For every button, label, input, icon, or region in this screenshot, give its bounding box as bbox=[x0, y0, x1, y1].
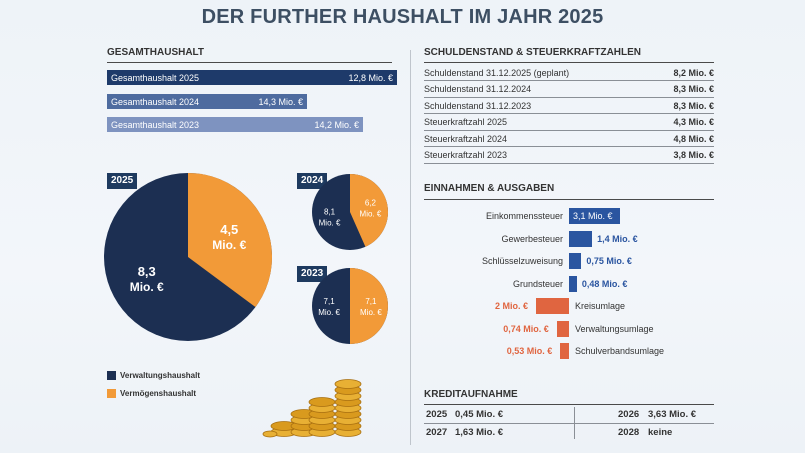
schulden-row: Steuerkraftzahl 2025 4,3 Mio. € bbox=[424, 115, 714, 131]
coin bbox=[334, 379, 362, 389]
pie-value-label: Mio. € bbox=[212, 238, 246, 252]
kredit-year-2025: 2025 bbox=[426, 409, 448, 420]
schulden-value: 4,3 Mio. € bbox=[673, 117, 714, 127]
gesamthaushalt-bar-2025: Gesamthaushalt 2025 12,8 Mio. € bbox=[107, 70, 397, 85]
schulden-row: Steuerkraftzahl 2023 3,8 Mio. € bbox=[424, 148, 714, 164]
gesamthaushalt-bar-2023: Gesamthaushalt 2023 14,2 Mio. € bbox=[107, 117, 363, 132]
kredit-value-2026: 3,63 Mio. € bbox=[648, 409, 697, 420]
schulden-value: 8,3 Mio. € bbox=[673, 84, 714, 94]
schulden-label: Schuldenstand 31.12.2023 bbox=[424, 100, 532, 111]
schulden-label: Schuldenstand 31.12.2025 (geplant) bbox=[424, 67, 570, 78]
kredit-year-2028: 2028 bbox=[618, 427, 640, 438]
ie-value-label: 0,75 Mio. € bbox=[586, 256, 632, 266]
ie-bar bbox=[569, 230, 593, 247]
ie-category-label: Gewerbesteuer bbox=[501, 233, 563, 244]
ie-category-label: Schlüsselzuweisung bbox=[481, 256, 563, 266]
schulden-rule bbox=[424, 62, 714, 63]
legend-verwaltungshaushalt: Verwaltungshaushalt bbox=[120, 371, 201, 380]
pie-value-label: 7,1 bbox=[365, 297, 377, 306]
pie-value-label: Mio. € bbox=[360, 308, 382, 317]
ie-category-label: Kreisumlage bbox=[575, 301, 626, 311]
gesamthaushalt-heading: GESAMTHAUSHALT bbox=[107, 47, 205, 58]
gesamthaushalt-bar-2024: Gesamthaushalt 2024 14,3 Mio. € bbox=[107, 94, 307, 109]
legend-swatch-verwaltung bbox=[107, 371, 116, 380]
schulden-label: Schuldenstand 31.12.2024 bbox=[424, 84, 532, 94]
pie-2023-vermoegen-slice bbox=[350, 268, 388, 344]
ie-bar bbox=[556, 320, 569, 337]
ie-value-label: 0,53 Mio. € bbox=[506, 346, 553, 356]
schulden-row: Steuerkraftzahl 2024 4,8 Mio. € bbox=[424, 131, 714, 147]
kredit-heading: KREDITAUFNAHME bbox=[424, 389, 518, 400]
ie-category-label: Grundsteuer bbox=[512, 278, 563, 289]
bar-value: 14,2 Mio. € bbox=[314, 119, 359, 130]
ie-value-label: 3,1 Mio. € bbox=[573, 211, 613, 221]
schulden-row: Schuldenstand 31.12.2024 8,3 Mio. € bbox=[424, 82, 714, 98]
kredit-year-2026: 2026 bbox=[618, 409, 640, 420]
gesamthaushalt-rule bbox=[107, 62, 392, 63]
pie-2024-label: 2024 bbox=[297, 173, 328, 189]
ie-value-label: 2 Mio. € bbox=[494, 301, 528, 311]
einnahmen-heading: EINNAHMEN & AUSGABEN bbox=[424, 183, 555, 194]
pie-value-label: 8,1 bbox=[324, 207, 336, 216]
pie-2025-label: 2025 bbox=[107, 173, 138, 189]
legend-swatch-vermoegen bbox=[107, 389, 116, 398]
coin bbox=[308, 397, 336, 407]
pie-value-label: 4,5 bbox=[220, 222, 238, 237]
einnahmen-rule bbox=[424, 199, 714, 200]
coins-illustration bbox=[262, 379, 362, 438]
pie-value-label: Mio. € bbox=[319, 218, 341, 227]
schulden-value: 3,8 Mio. € bbox=[673, 150, 714, 160]
pie-value-label: Mio. € bbox=[130, 280, 164, 294]
ie-bar bbox=[569, 253, 582, 269]
kredit-year-2027: 2027 bbox=[426, 427, 448, 438]
kredit-col-divider bbox=[574, 407, 575, 439]
schulden-value: 4,8 Mio. € bbox=[673, 133, 714, 144]
kredit-rule bbox=[424, 404, 714, 405]
page-title: DER FURTHER HAUSHALT IM JAHR 2025 bbox=[201, 6, 604, 28]
ie-bar bbox=[536, 298, 569, 314]
column-divider bbox=[410, 50, 411, 445]
ie-bar bbox=[569, 208, 621, 224]
bar-value: 14,3 Mio. € bbox=[258, 96, 303, 107]
ie-value-label: 0,48 Mio. € bbox=[581, 278, 628, 289]
schulden-label: Steuerkraftzahl 2023 bbox=[424, 150, 508, 160]
legend-vermoegenshaushalt: Vermögenshaushalt bbox=[120, 389, 197, 398]
bar-value: 12,8 Mio. € bbox=[348, 72, 393, 83]
pie-value-label: Mio. € bbox=[318, 308, 340, 317]
pie-2024-vermoegen-slice bbox=[350, 174, 388, 247]
ie-value-label: 1,4 Mio. € bbox=[597, 233, 638, 244]
ie-bar bbox=[569, 275, 577, 292]
pie-value-label: 6,2 bbox=[365, 199, 377, 208]
schulden-label: Steuerkraftzahl 2025 bbox=[424, 117, 508, 127]
ie-bar bbox=[560, 343, 569, 359]
pie-value-label: 7,1 bbox=[324, 297, 336, 306]
pie-2023-label: 2023 bbox=[297, 266, 328, 282]
pie-value-label: Mio. € bbox=[360, 210, 382, 219]
kredit-value-2028: keine bbox=[648, 427, 673, 438]
pie-value-label: 8,3 bbox=[138, 264, 156, 279]
schulden-row: Schuldenstand 31.12.2023 8,3 Mio. € bbox=[424, 98, 714, 114]
pie-2025-vermoegen-slice bbox=[188, 173, 272, 308]
schulden-heading: SCHULDENSTAND & STEUERKRAFTZAHLEN bbox=[424, 47, 642, 58]
coin bbox=[262, 430, 278, 438]
ie-category-label: Einkommenssteuer bbox=[485, 211, 563, 221]
kredit-row-divider bbox=[424, 423, 714, 424]
kredit-value-2025: 0,45 Mio. € bbox=[455, 409, 504, 420]
bar-label: Gesamthaushalt 2023 bbox=[111, 119, 200, 130]
ie-category-label: Verwaltungsumlage bbox=[575, 323, 654, 334]
bar-label: Gesamthaushalt 2024 bbox=[111, 96, 200, 107]
bar-label: Gesamthaushalt 2025 bbox=[111, 72, 200, 83]
schulden-row: Schuldenstand 31.12.2025 (geplant) 8,2 Mi… bbox=[424, 65, 714, 81]
schulden-value: 8,2 Mio. € bbox=[673, 67, 714, 78]
kredit-value-2027: 1,63 Mio. € bbox=[455, 427, 504, 438]
ie-category-label: Schulverbandsumlage bbox=[575, 346, 665, 356]
schulden-label: Steuerkraftzahl 2024 bbox=[424, 133, 508, 144]
schulden-value: 8,3 Mio. € bbox=[673, 100, 714, 111]
ie-value-label: 0,74 Mio. € bbox=[503, 323, 549, 334]
